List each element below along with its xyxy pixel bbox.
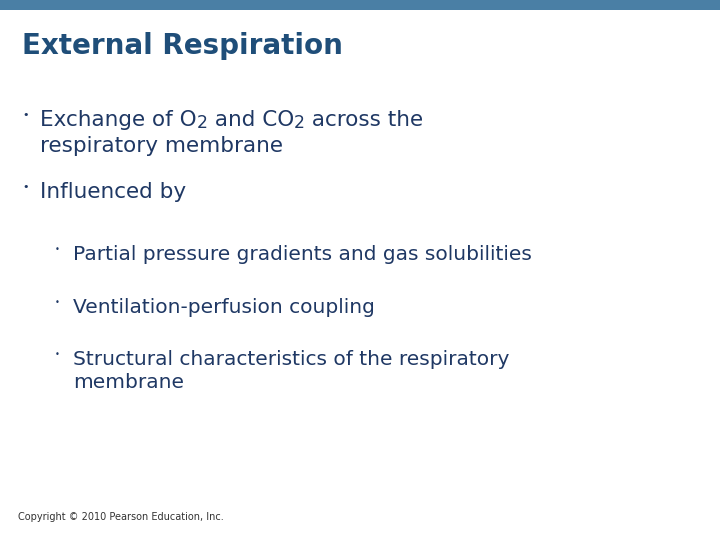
Text: Influenced by: Influenced by: [40, 182, 186, 202]
Text: Ventilation-perfusion coupling: Ventilation-perfusion coupling: [73, 298, 375, 317]
Text: •: •: [55, 350, 60, 359]
Text: 2: 2: [294, 114, 305, 132]
Text: •: •: [22, 110, 29, 120]
Text: External Respiration: External Respiration: [22, 32, 343, 60]
Text: •: •: [55, 298, 60, 307]
Text: across the: across the: [305, 110, 423, 130]
Bar: [0, 0, 720, 10]
Text: Structural characteristics of the respiratory
membrane: Structural characteristics of the respir…: [73, 350, 509, 392]
Text: Copyright © 2010 Pearson Education, Inc.: Copyright © 2010 Pearson Education, Inc.: [18, 512, 224, 522]
Text: 2: 2: [197, 114, 207, 132]
Text: Exchange of O: Exchange of O: [40, 110, 197, 130]
Text: and CO: and CO: [207, 110, 294, 130]
Text: •: •: [55, 245, 60, 254]
Text: respiratory membrane: respiratory membrane: [40, 136, 283, 156]
Text: •: •: [22, 182, 29, 192]
Text: Partial pressure gradients and gas solubilities: Partial pressure gradients and gas solub…: [73, 245, 532, 264]
